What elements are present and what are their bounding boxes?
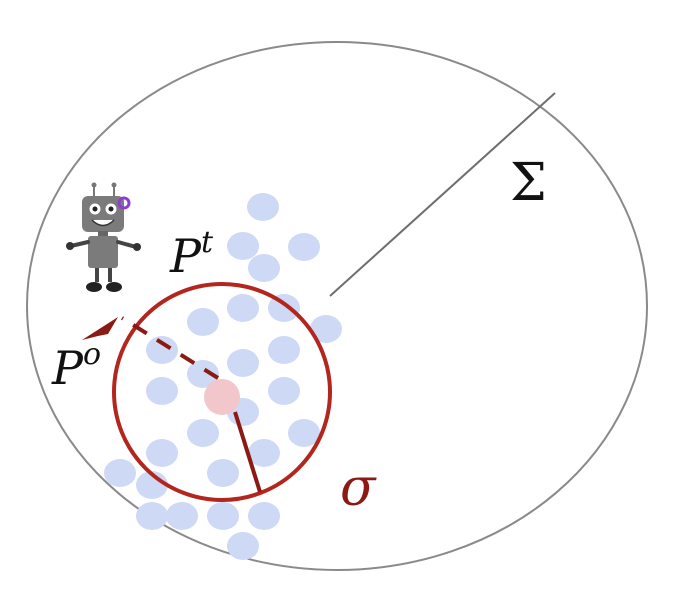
sample-dot — [288, 419, 320, 447]
sample-dot — [248, 502, 280, 530]
sample-dot — [310, 315, 342, 343]
sample-dot — [136, 471, 168, 499]
observed-distribution-base: P — [51, 341, 84, 395]
sample-dot — [268, 377, 300, 405]
sample-dot — [227, 232, 259, 260]
sample-dot — [227, 294, 259, 322]
sample-dot — [227, 349, 259, 377]
robot-icon — [66, 182, 141, 292]
sample-dot — [227, 532, 259, 560]
sample-dot — [268, 336, 300, 364]
target-distribution-label: Pt — [169, 225, 214, 283]
radius-label: σ — [340, 458, 377, 518]
sample-dot — [187, 308, 219, 336]
inner-radius-line — [233, 411, 262, 493]
observed-distribution-superscript: o — [83, 337, 101, 372]
sample-dot — [207, 502, 239, 530]
sample-dot — [247, 193, 279, 221]
sample-dot — [288, 233, 320, 261]
outer-region-circle — [26, 41, 648, 571]
sample-dots — [104, 193, 342, 560]
arrow-icon — [82, 317, 118, 340]
sample-dot — [248, 439, 280, 467]
sample-dot — [207, 459, 239, 487]
dashed-direction-line — [120, 316, 220, 380]
sample-dot — [166, 502, 198, 530]
sample-dot — [146, 336, 178, 364]
sample-dot — [248, 254, 280, 282]
observed-distribution-label: Po — [51, 337, 101, 395]
sample-dot — [136, 502, 168, 530]
outer-radius-line — [329, 92, 556, 297]
sample-dot — [187, 419, 219, 447]
center-point — [204, 379, 240, 415]
sample-dot — [187, 360, 219, 388]
sample-dot — [146, 377, 178, 405]
outer-region-label: Σ — [510, 153, 547, 213]
sample-dot — [104, 459, 136, 487]
sample-dot — [268, 294, 300, 322]
target-distribution-base: P — [169, 229, 202, 283]
target-distribution-superscript: t — [201, 225, 214, 260]
sample-dot — [146, 439, 178, 467]
inner-circle — [112, 282, 332, 502]
